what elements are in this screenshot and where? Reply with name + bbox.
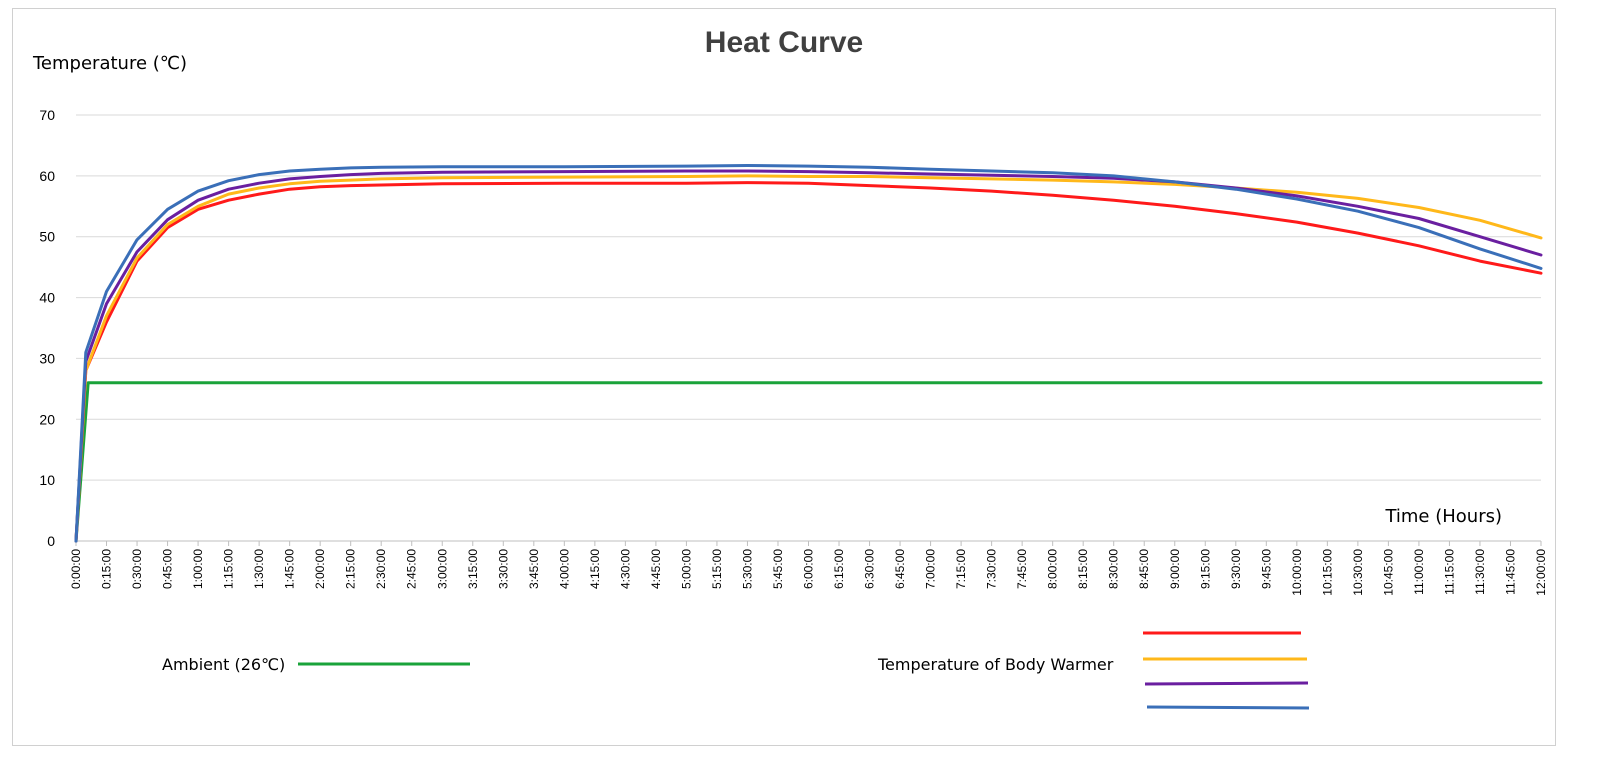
x-tick-label: 6:15:00 bbox=[832, 549, 846, 589]
x-tick-label: 10:30:00 bbox=[1351, 549, 1365, 596]
x-tick-label: 9:45:00 bbox=[1259, 549, 1273, 589]
y-tick-label: 0 bbox=[47, 533, 55, 549]
x-tick-label: 2:15:00 bbox=[344, 549, 358, 589]
x-tick-label: 9:30:00 bbox=[1229, 549, 1243, 589]
x-tick-label: 6:00:00 bbox=[802, 549, 816, 589]
y-tick-label: 20 bbox=[39, 411, 55, 427]
x-tick-label: 0:15:00 bbox=[100, 549, 114, 589]
x-tick-label: 11:15:00 bbox=[1442, 549, 1456, 595]
x-tick-label: 8:30:00 bbox=[1107, 549, 1121, 589]
x-tick-label: 11:30:00 bbox=[1473, 549, 1487, 595]
x-tick-label: 0:45:00 bbox=[161, 549, 175, 589]
x-tick-label: 5:00:00 bbox=[679, 549, 693, 589]
x-tick-label: 4:30:00 bbox=[618, 549, 632, 589]
series-line-1 bbox=[74, 381, 1543, 543]
x-tick-label: 9:15:00 bbox=[1198, 549, 1212, 589]
legend-swatch-body-warmer-3 bbox=[1144, 681, 1309, 686]
x-tick-label: 2:30:00 bbox=[374, 549, 388, 589]
x-tick-label: 0:00:00 bbox=[69, 549, 83, 589]
x-tick-label: 1:45:00 bbox=[283, 549, 297, 589]
y-tick-label: 50 bbox=[39, 229, 55, 245]
x-tick-label: 8:15:00 bbox=[1076, 549, 1090, 589]
x-tick-label: 2:00:00 bbox=[313, 549, 327, 589]
chart-title: Heat Curve bbox=[705, 26, 863, 59]
x-tick-label: 7:45:00 bbox=[1015, 549, 1029, 589]
x-tick-label: 0:30:00 bbox=[130, 549, 144, 589]
legend-body-warmer-label: Temperature of Body Warmer bbox=[877, 655, 1114, 674]
x-tick-label: 1:15:00 bbox=[222, 549, 236, 589]
series-layer bbox=[74, 164, 1543, 543]
x-tick-label: 3:00:00 bbox=[435, 549, 449, 589]
x-tick-label: 5:45:00 bbox=[771, 549, 785, 589]
x-tick-label: 8:45:00 bbox=[1137, 549, 1151, 589]
legend-swatch-body-warmer-4 bbox=[1146, 705, 1310, 710]
x-tick-label: 4:45:00 bbox=[649, 549, 663, 589]
x-tick-label: 12:00:00 bbox=[1534, 549, 1548, 596]
x-tick-label: 10:15:00 bbox=[1320, 549, 1334, 596]
x-tick-label: 3:15:00 bbox=[466, 549, 480, 589]
x-axis-label: Time (Hours) bbox=[1384, 506, 1502, 527]
x-tick-label: 5:30:00 bbox=[740, 549, 754, 589]
x-tick-label: 11:00:00 bbox=[1412, 549, 1426, 595]
y-axis-ticks: 0 10 20 30 40 50 60 70 bbox=[39, 107, 55, 549]
x-tick-label: 3:30:00 bbox=[496, 549, 510, 589]
x-tick-label: 1:00:00 bbox=[191, 549, 205, 589]
legend: Ambient (26℃) Temperature of Body Warmer bbox=[162, 631, 1310, 710]
chart-frame bbox=[12, 8, 1556, 746]
x-tick-label: 10:00:00 bbox=[1290, 549, 1304, 596]
y-tick-label: 70 bbox=[39, 107, 55, 123]
y-tick-label: 10 bbox=[39, 472, 55, 488]
y-tick-label: 30 bbox=[39, 350, 55, 366]
x-tick-label: 6:45:00 bbox=[893, 549, 907, 589]
x-tick-label: 3:45:00 bbox=[527, 549, 541, 589]
series-line-4 bbox=[74, 169, 1543, 543]
x-tick-label: 4:15:00 bbox=[588, 549, 602, 589]
series-line-2 bbox=[74, 181, 1543, 543]
legend-ambient-label: Ambient (26℃) bbox=[162, 655, 285, 674]
series-line-5 bbox=[74, 164, 1543, 543]
x-tick-label: 2:45:00 bbox=[405, 549, 419, 589]
x-tick-label: 8:00:00 bbox=[1046, 549, 1060, 589]
x-tick-label: 4:00:00 bbox=[557, 549, 571, 589]
y-tick-label: 60 bbox=[39, 168, 55, 184]
x-tick-label: 7:00:00 bbox=[924, 549, 938, 589]
x-tick-label: 5:15:00 bbox=[710, 549, 724, 589]
x-tick-label: 11:45:00 bbox=[1503, 549, 1517, 595]
x-tick-label: 7:15:00 bbox=[954, 549, 968, 589]
x-axis-ticks: 0:00:00 0:15:00 0:30:00 0:45:00 1:00:00 1:15:… bbox=[69, 541, 1548, 596]
x-tick-label: 1:30:00 bbox=[252, 549, 266, 589]
y-tick-label: 40 bbox=[39, 290, 55, 306]
x-tick-label: 6:30:00 bbox=[863, 549, 877, 589]
x-tick-label: 10:45:00 bbox=[1381, 549, 1395, 596]
y-axis-label: Temperature (℃) bbox=[32, 53, 187, 74]
x-tick-label: 9:00:00 bbox=[1168, 549, 1182, 589]
x-tick-label: 7:30:00 bbox=[985, 549, 999, 589]
